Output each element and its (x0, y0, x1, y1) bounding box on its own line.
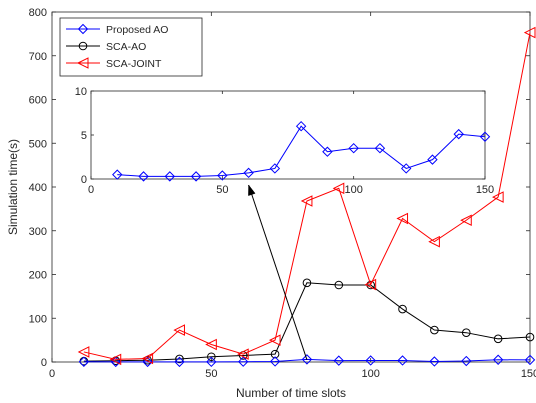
data-point-proposed-ao (174, 356, 185, 368)
data-point-sca-ao (461, 328, 471, 337)
y-tick-label: 300 (29, 226, 47, 238)
data-point-sca-joint (173, 324, 185, 336)
y-tick-label: 100 (29, 313, 47, 325)
inset-data-point-proposed-ao (453, 128, 464, 140)
legend-marker-proposed-ao (77, 23, 89, 35)
data-point-proposed-ao (142, 356, 153, 368)
data-point-sca-joint (109, 353, 122, 366)
data-point-proposed-ao (524, 354, 536, 366)
data-point-sca-joint (332, 182, 345, 195)
legend-entry-sca-joint: SCA-JOINT (66, 57, 162, 70)
inset-series-proposed-ao (112, 120, 491, 182)
series-sca-joint (77, 26, 536, 366)
inset-data-point-proposed-ao (400, 163, 412, 174)
data-point-sca-joint (77, 346, 90, 358)
annotation-arrow-shaft (248, 184, 308, 360)
data-point-sca-ao (398, 304, 407, 314)
inset-y-tick-label: 10 (75, 86, 87, 98)
legend: Proposed AO SCA-AO SCA-JOINT (59, 17, 203, 77)
series-line-sca-joint (83, 32, 531, 360)
inset-data-point-proposed-ao (269, 163, 281, 174)
inset-data-point-proposed-ao (112, 169, 123, 180)
data-point-proposed-ao (397, 355, 408, 366)
data-point-sca-joint (460, 214, 472, 227)
inset-data-point-proposed-ao (217, 170, 228, 181)
data-point-sca-joint (523, 26, 536, 39)
inset-data-point-proposed-ao (479, 131, 491, 142)
data-point-sca-joint (237, 348, 249, 360)
inset-y-tick-label: 5 (81, 130, 87, 142)
inset-x-tick-label: 0 (88, 184, 94, 196)
annotation-arrow (248, 184, 308, 360)
data-point-sca-ao (430, 325, 439, 335)
data-point-proposed-ao (269, 356, 281, 367)
x-tick-label: 100 (361, 368, 379, 380)
legend-entry-proposed-ao: Proposed AO (66, 23, 168, 36)
series-line-sca-ao (83, 282, 531, 362)
data-point-sca-joint (364, 278, 377, 291)
inset-x-tick-label: 100 (344, 184, 362, 196)
inset-data-point-proposed-ao (348, 142, 359, 154)
legend-entry-sca-ao: SCA-AO (66, 41, 146, 53)
legend-label-proposed-ao: Proposed AO (106, 24, 168, 36)
data-point-sca-joint (396, 212, 409, 225)
inset-data-point-proposed-ao (164, 171, 176, 182)
data-point-proposed-ao (206, 356, 217, 368)
y-tick-label: 200 (29, 270, 47, 282)
legend-marker-sca-ao (78, 41, 88, 51)
inset-x-tick-label: 150 (476, 184, 494, 196)
data-point-sca-joint (428, 235, 440, 248)
data-point-proposed-ao (461, 355, 472, 367)
x-tick-label: 150 (521, 368, 536, 380)
data-point-sca-joint (268, 334, 281, 346)
y-tick-label: 500 (29, 138, 47, 150)
x-tick-label: 50 (205, 368, 217, 380)
legend-marker-sca-joint (76, 57, 89, 69)
data-point-proposed-ao (78, 356, 90, 367)
data-point-proposed-ao (492, 354, 504, 365)
data-point-proposed-ao (333, 355, 345, 366)
data-point-sca-ao (175, 354, 184, 364)
annotation-arrow-head (248, 184, 256, 196)
inset-data-point-proposed-ao (243, 167, 254, 179)
data-point-sca-joint (300, 195, 313, 207)
y-tick-label: 0 (41, 357, 47, 369)
data-point-proposed-ao (237, 356, 249, 367)
y-axis-label: Simulation time(s) (6, 139, 20, 235)
inset-data-point-proposed-ao (322, 146, 333, 157)
data-point-proposed-ao (429, 356, 440, 367)
data-point-sca-ao (207, 352, 216, 362)
legend-label-sca-joint: SCA-JOINT (106, 58, 162, 70)
inset-data-point-proposed-ao (374, 142, 386, 154)
inset-x-tick-label: 50 (216, 184, 228, 196)
data-point-proposed-ao (365, 355, 376, 366)
x-axis-label: Number of time slots (236, 386, 346, 400)
y-tick-label: 700 (29, 51, 47, 63)
data-point-sca-ao (493, 334, 503, 344)
data-point-sca-joint (205, 338, 217, 351)
data-point-sca-ao (302, 278, 312, 288)
y-tick-label: 800 (29, 7, 47, 19)
y-tick-label: 600 (29, 95, 47, 107)
inset-data-point-proposed-ao (190, 171, 202, 182)
data-point-proposed-ao (301, 354, 313, 365)
data-point-sca-joint (141, 352, 154, 365)
data-point-sca-ao (334, 280, 344, 290)
inset-data-point-proposed-ao (295, 120, 307, 132)
inset-y-tick-label: 0 (81, 174, 87, 186)
legend-label-sca-ao: SCA-AO (106, 41, 146, 53)
inset-data-point-proposed-ao (138, 171, 149, 182)
inset-series-line-proposed-ao (117, 125, 486, 177)
data-point-sca-joint (492, 191, 504, 203)
inset-data-point-proposed-ao (427, 154, 438, 165)
data-point-sca-ao (270, 349, 280, 359)
data-point-sca-ao (525, 332, 535, 342)
y-tick-label: 400 (29, 182, 47, 194)
inset-plot-frame (90, 90, 486, 180)
x-tick-label: 0 (49, 368, 55, 380)
